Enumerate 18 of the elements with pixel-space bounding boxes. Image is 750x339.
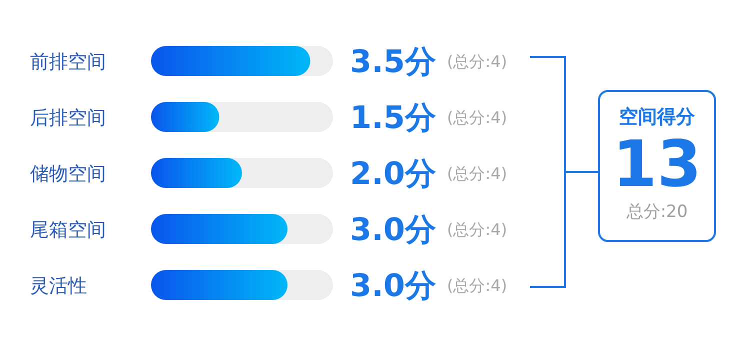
y-tick-label: 后排空间 [30,107,106,129]
text: 空间得分 [618,105,696,130]
data-label: 2.0分 [350,156,436,192]
y-tick-label: 尾箱空间 [30,219,106,241]
data-label: 3.5分 [350,44,436,80]
y-tick-label: 灵活性 [30,275,87,297]
text: (总分:4) [447,164,508,183]
data-label: 1.5分 [350,100,436,136]
text: (总分:4) [447,276,508,295]
data-label: 3.0分 [350,212,436,248]
y-tick-label: 储物空间 [30,163,106,185]
text: (总分:4) [447,108,508,127]
y-tick-label: 前排空间 [30,51,106,73]
text: (总分:4) [447,220,508,239]
text: (总分:4) [447,52,508,71]
data-label: 3.0分 [350,268,436,304]
text: 总分:20 [625,201,689,223]
text: 13 [611,128,703,202]
